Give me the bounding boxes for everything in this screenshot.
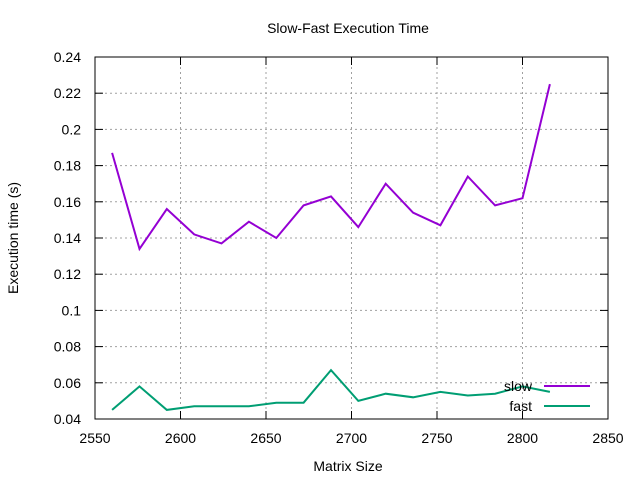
series-layer <box>111 83 551 411</box>
x-tick-label: 2650 <box>250 430 281 446</box>
y-tick-label: 0.24 <box>54 49 81 65</box>
y-axis-label: Execution time (s) <box>5 182 21 294</box>
y-tick-label: 0.08 <box>54 339 81 355</box>
plot-frame <box>94 56 609 420</box>
legend: slow fast <box>504 378 590 414</box>
x-tick-label: 2700 <box>336 430 367 446</box>
tick-layer: 0.04 0.06 0.08 0.1 0.12 0.14 0.16 0.18 0.2 0.22 0.… <box>54 49 624 446</box>
y-tick-label: 0.1 <box>62 302 82 318</box>
chart-title: Slow-Fast Execution Time <box>267 20 429 36</box>
x-tick-label: 2850 <box>592 430 623 446</box>
y-tick-label: 0.12 <box>54 266 81 282</box>
series-line-fast <box>111 368 551 411</box>
legend-label-fast: fast <box>509 398 532 414</box>
grid-layer <box>95 57 608 419</box>
x-tick-label: 2550 <box>79 430 110 446</box>
y-tick-label: 0.06 <box>54 375 81 391</box>
y-tick-label: 0.2 <box>62 121 82 137</box>
x-tick-label: 2800 <box>507 430 538 446</box>
y-tick-label: 0.14 <box>54 230 81 246</box>
y-tick-label: 0.16 <box>54 194 81 210</box>
x-axis-label: Matrix Size <box>313 458 382 474</box>
series-line-slow <box>111 83 551 252</box>
y-tick-label: 0.04 <box>54 411 81 427</box>
x-tick-label: 2750 <box>421 430 452 446</box>
x-tick-label: 2600 <box>165 430 196 446</box>
y-tick-label: 0.22 <box>54 85 81 101</box>
legend-label-slow: slow <box>504 378 533 394</box>
y-tick-label: 0.18 <box>54 158 81 174</box>
